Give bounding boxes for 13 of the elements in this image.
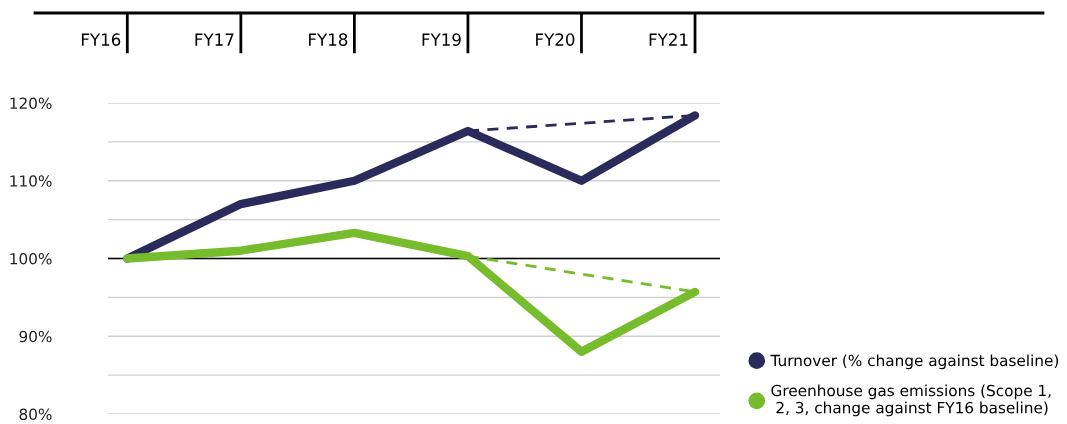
x-tick-label: FY19 (422, 33, 461, 46)
y-tick-label: 110% (10, 175, 52, 187)
y-tick-label: 80% (19, 408, 52, 421)
x-tick-label: FY21 (649, 33, 688, 46)
x-tick-label: FY18 (309, 33, 348, 46)
x-tick-label: FY20 (536, 33, 575, 46)
x-tick-label: FY17 (195, 33, 234, 46)
legend-label: Turnover (% change against baseline) (770, 354, 1059, 370)
legend-label: Greenhouse gas emissions (Scope 1, 2, 3, change against FY16 baseline) (771, 384, 1051, 417)
y-tick-label: 120% (10, 97, 52, 110)
y-tick-label: 100% (10, 252, 52, 265)
y-tick-label: 90% (19, 330, 52, 343)
x-tick-label: FY16 (81, 33, 121, 46)
